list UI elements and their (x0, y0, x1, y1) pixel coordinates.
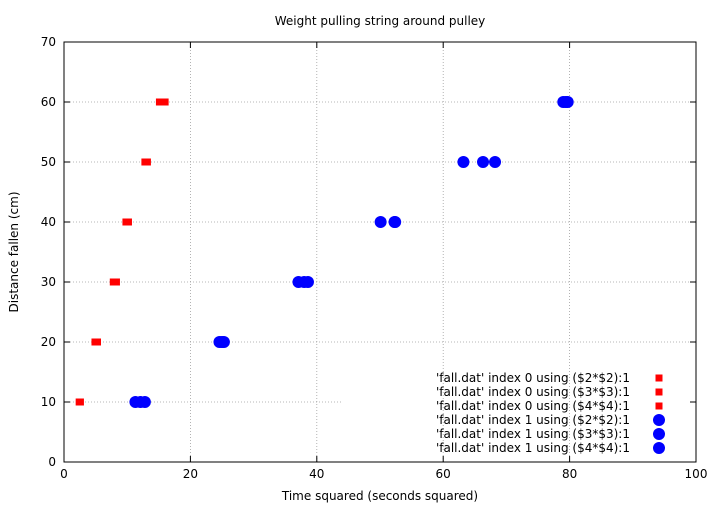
x-tick-label: 100 (685, 467, 708, 481)
chart-title: Weight pulling string around pulley (275, 14, 486, 28)
legend-label: 'fall.dat' index 0 using ($3*$3):1 (436, 385, 630, 399)
legend-marker (655, 402, 663, 410)
axis-ticks: 0 20 40 60 80 100 0 10 20 30 40 50 60 70 (41, 35, 708, 481)
legend-label: 'fall.dat' index 1 using ($3*$3):1 (436, 427, 630, 441)
data-points (75, 96, 574, 408)
legend: 'fall.dat' index 0 using ($2*$2):1'fall.… (436, 371, 665, 455)
data-point-circle (301, 276, 314, 288)
data-point-circle (217, 336, 230, 348)
legend-marker (653, 414, 665, 426)
y-tick-label: 40 (41, 215, 56, 229)
data-point-square (76, 398, 84, 406)
x-tick-label: 0 (60, 467, 68, 481)
legend-marker (653, 428, 665, 440)
legend-label: 'fall.dat' index 0 using ($4*$4):1 (436, 399, 630, 413)
y-tick-label: 10 (41, 395, 56, 409)
y-tick-label: 0 (48, 455, 56, 469)
legend-marker (655, 374, 663, 382)
data-point-circle (138, 396, 151, 408)
y-tick-label: 70 (41, 35, 56, 49)
data-point-circle (477, 156, 490, 168)
legend-marker (655, 388, 663, 396)
y-tick-label: 20 (41, 335, 56, 349)
y-axis-label: Distance fallen (cm) (7, 192, 21, 313)
data-point-square (112, 278, 120, 286)
data-point-square (124, 218, 132, 226)
data-point-circle (457, 156, 470, 168)
data-point-square (143, 158, 151, 166)
legend-marker (653, 442, 665, 454)
y-tick-label: 30 (41, 275, 56, 289)
x-tick-label: 40 (309, 467, 324, 481)
legend-label: 'fall.dat' index 1 using ($2*$2):1 (436, 413, 630, 427)
data-point-circle (489, 156, 502, 168)
x-tick-label: 80 (562, 467, 577, 481)
plot-frame (63, 41, 697, 463)
data-point-circle (374, 216, 387, 228)
data-point-circle (389, 216, 402, 228)
legend-label: 'fall.dat' index 1 using ($4*$4):1 (436, 441, 630, 455)
x-tick-label: 20 (183, 467, 198, 481)
x-axis-label: Time squared (seconds squared) (281, 489, 478, 503)
y-tick-label: 60 (41, 95, 56, 109)
legend-label: 'fall.dat' index 0 using ($2*$2):1 (436, 371, 630, 385)
data-point-square (93, 338, 101, 346)
data-point-circle (561, 96, 574, 108)
data-point-square (161, 98, 169, 106)
y-tick-label: 50 (41, 155, 56, 169)
x-tick-label: 60 (436, 467, 451, 481)
